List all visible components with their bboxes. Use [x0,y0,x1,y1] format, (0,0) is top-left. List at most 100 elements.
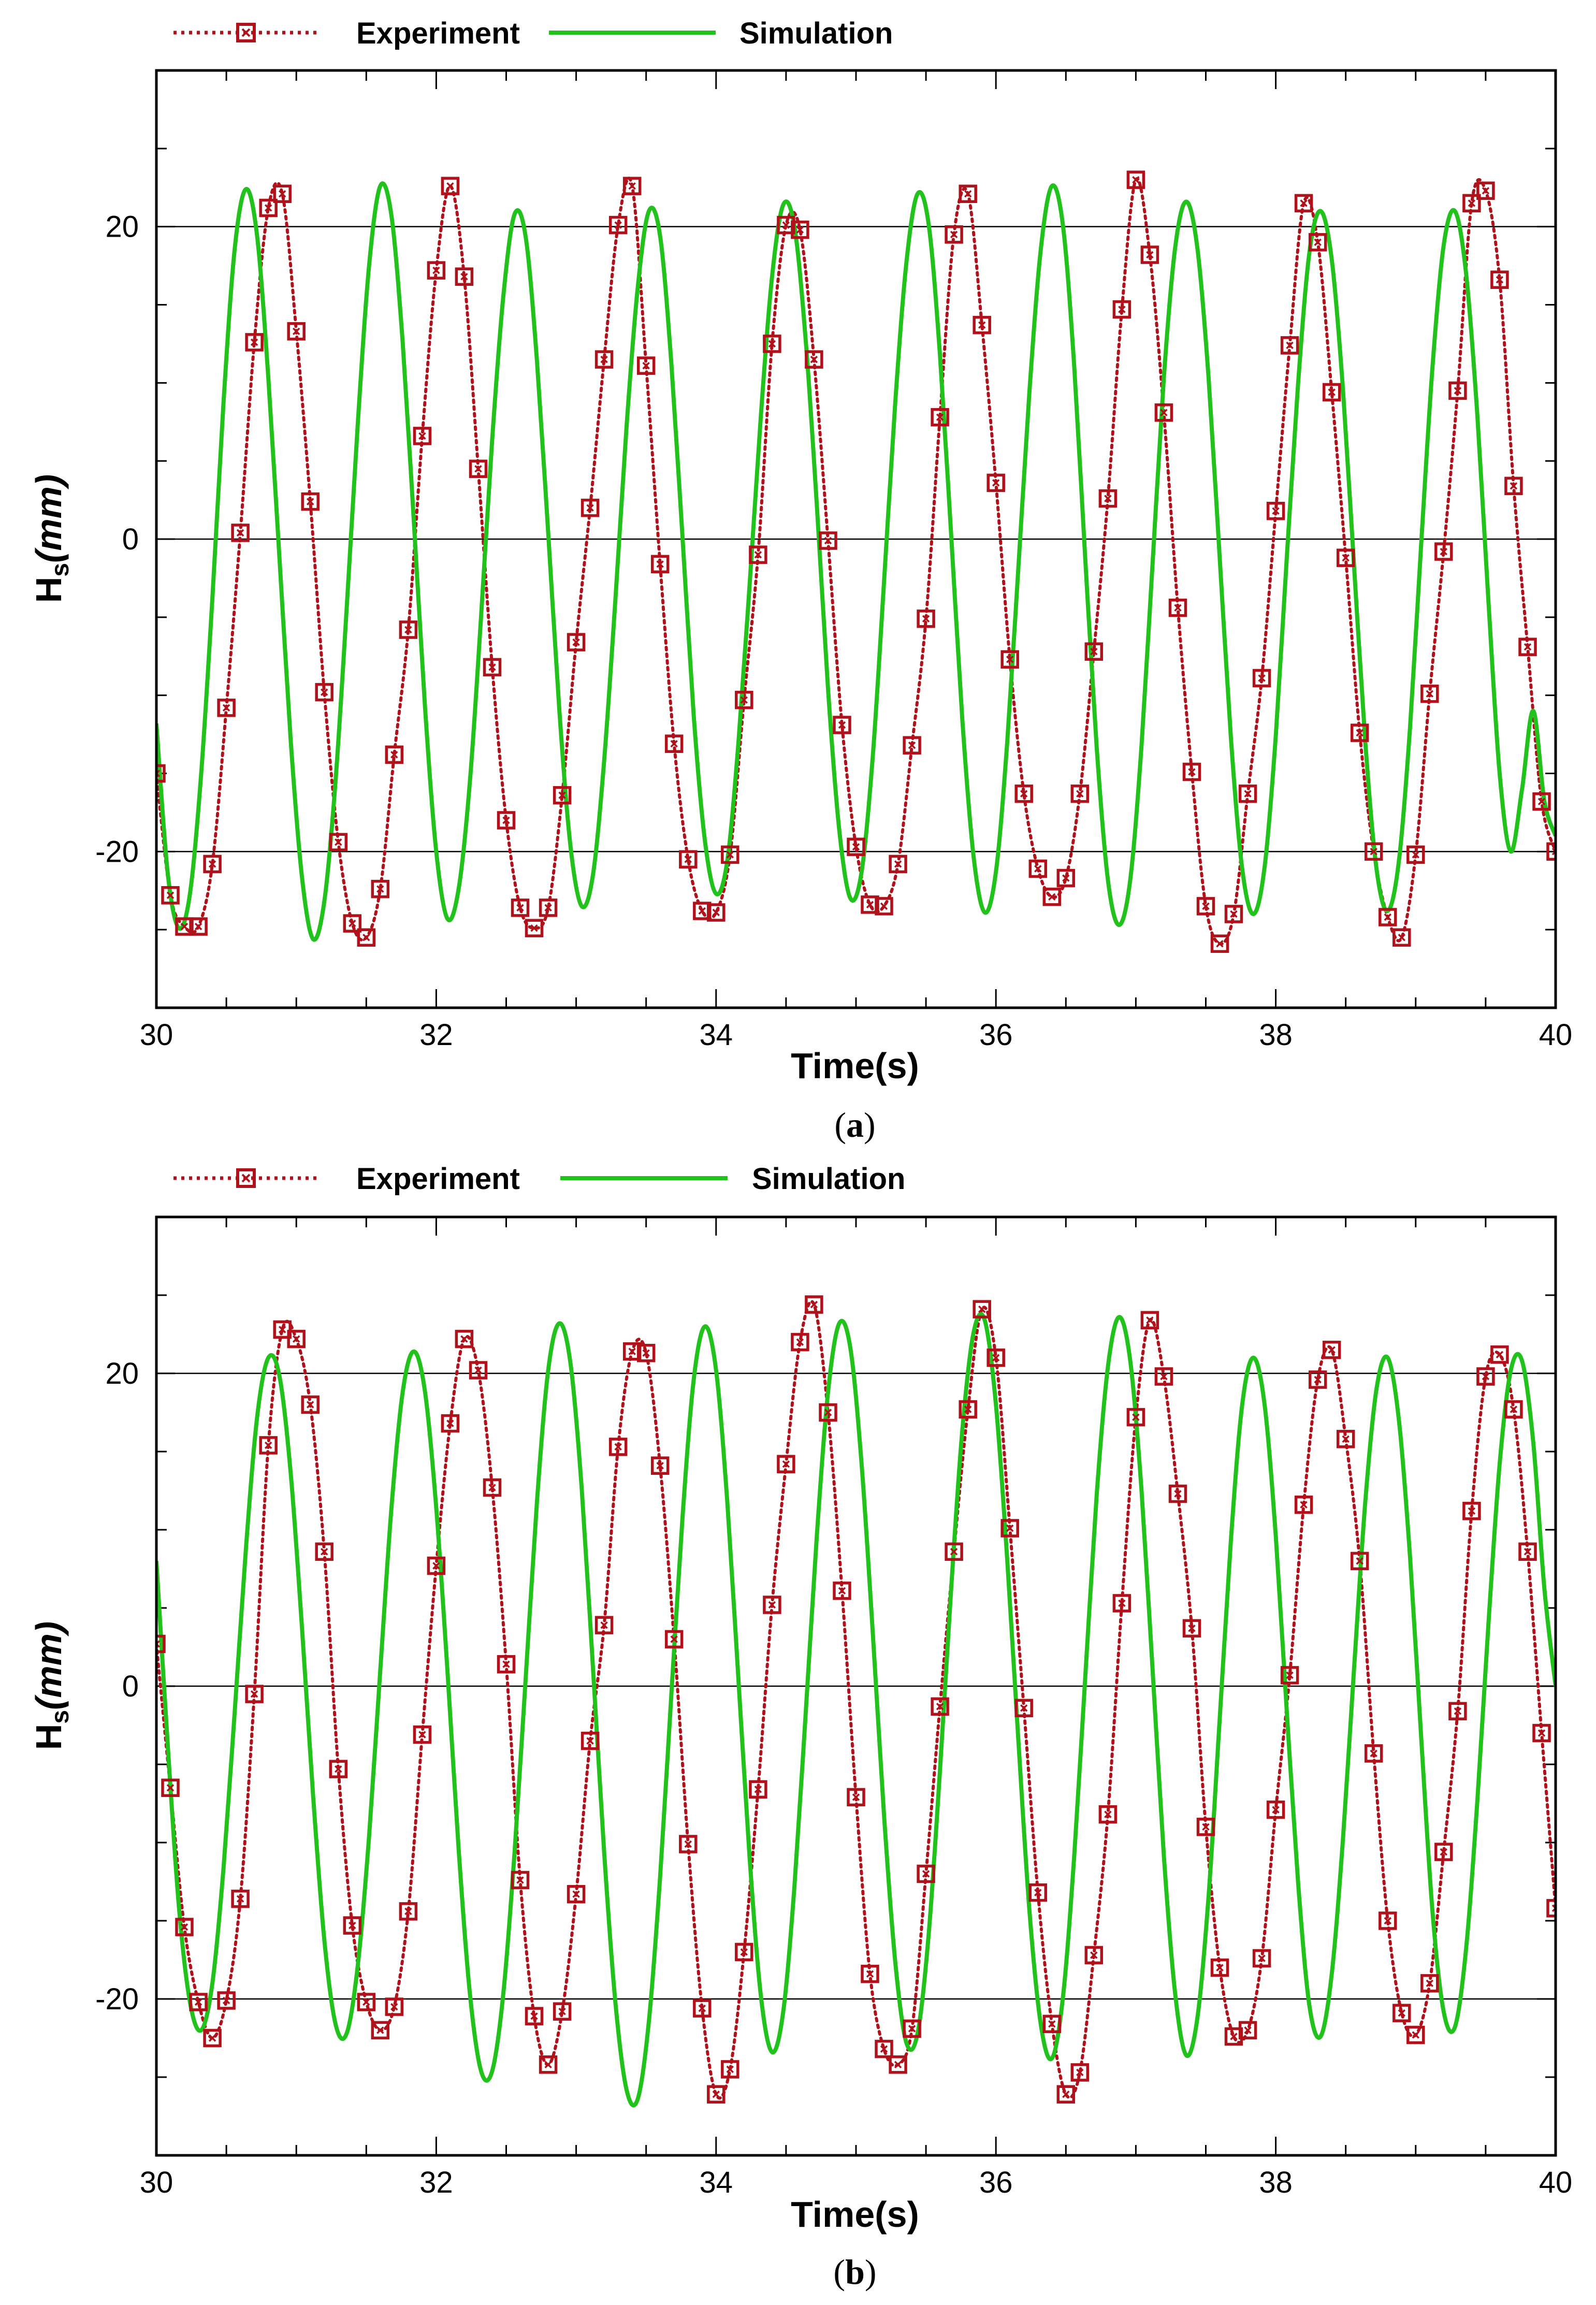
experiment-point [1434,1843,1453,1861]
experiment-point [1252,1949,1271,1968]
ylabel-subscript: s [47,563,74,577]
experiment-point [1448,1702,1467,1721]
experiment-point [567,1884,586,1904]
experiment-point [1420,684,1439,703]
experiment-point [1322,1340,1341,1359]
experiment-point [1112,1594,1131,1613]
legend-experiment-label: Experiment [356,1162,520,1196]
ylabel-main: H [28,577,69,603]
experiment-point [1379,1911,1397,1930]
experiment-point [1042,888,1062,906]
experiment-point [833,716,851,734]
experiment-point [959,1400,977,1419]
experiment-point [1182,1619,1201,1638]
experiment-point [1350,723,1369,742]
simulation-line [156,1312,1556,2108]
experiment-point [875,2039,893,2058]
experiment-point [553,786,572,805]
experiment-point [539,2055,558,2074]
experiment-point [791,220,809,239]
experiment-point [189,1993,208,2011]
ylabel-unit: (mm) [28,1621,69,1710]
experiment-point [469,1361,488,1380]
experiment-point [1084,1946,1104,1965]
experiment-point [861,895,879,914]
experiment-point [721,845,739,864]
experiment-point [1098,489,1118,508]
experiment-point [1070,2063,1090,2082]
experiment-point [1392,2004,1411,2022]
experiment-point [1196,1818,1215,1836]
experiment-point [707,903,726,922]
experiment-point [1434,542,1453,561]
experiment-point [1476,1367,1495,1386]
x-tick-label: 30 [140,2166,173,2199]
y-axis-title-a: Hs(mm) [28,474,74,603]
experiment-point [973,315,991,335]
experiment-point [567,633,586,651]
experiment-point [777,215,795,235]
experiment-point [1518,637,1537,656]
experiment-point [903,2019,921,2038]
experiment-point [1056,2085,1076,2104]
series-layer [156,1295,1556,2108]
experiment-point [664,1630,684,1649]
experiment-point [203,2028,222,2048]
experiment-point [1126,170,1145,189]
experiment-point [357,1993,376,2011]
experiment-point [273,1320,292,1339]
experiment-point [1266,1800,1285,1819]
experiment-point [791,1332,809,1352]
simulation-line [156,181,1556,942]
experiment-point [329,1760,348,1778]
experiment-point [749,545,767,564]
experiment-point [594,1616,614,1634]
experiment-point [156,1634,166,1654]
experiment-point [1168,598,1187,617]
experiment-point [1336,1430,1355,1448]
experiment-point [259,198,278,218]
experiment-point [343,914,362,933]
y-tick-label: -20 [95,835,139,868]
experiment-point [1224,2027,1243,2046]
experiment-point [483,658,502,677]
experiment-point [650,555,670,574]
experiment-point [1182,762,1201,781]
experiment-point [1448,381,1467,400]
x-axis-title-b: Time(s) [791,2194,919,2235]
experiment-point [511,1871,530,1890]
experiment-point [1350,1552,1369,1571]
experiment-point [889,854,907,874]
experiment-point [594,350,614,369]
experiment-point [399,1902,418,1921]
ylabel-subscript: s [47,1710,74,1724]
experiment-point [427,1556,446,1575]
experiment-point [1196,897,1215,916]
experiment-point [847,1788,865,1807]
experiment-point [245,1685,264,1703]
experiment-point [343,1916,362,1935]
experiment-point [315,683,333,702]
experiment-point [805,1295,823,1314]
experiment-point [1154,1367,1173,1386]
experiment-point [161,886,180,905]
x-tick-label: 36 [979,1018,1013,1052]
experiment-point [553,2002,572,2021]
caption-a: (a) [834,1105,875,1144]
experiment-point [1280,1666,1299,1685]
experiment-point [1546,1899,1556,1918]
series-layer [156,170,1556,953]
experiment-point [1140,1311,1159,1330]
experiment-point [931,1697,949,1716]
experiment-point [622,177,642,195]
experiment-point [1126,1408,1145,1427]
experiment-point [497,811,516,830]
x-tick-label: 32 [419,1018,453,1052]
experiment-point [707,2085,726,2104]
legend-experiment-label: Experiment [356,17,520,50]
ylabel-main: H [28,1724,69,1750]
experiment-point [1266,501,1285,520]
experiment-point [385,1997,404,2016]
experiment-point [1084,642,1104,661]
